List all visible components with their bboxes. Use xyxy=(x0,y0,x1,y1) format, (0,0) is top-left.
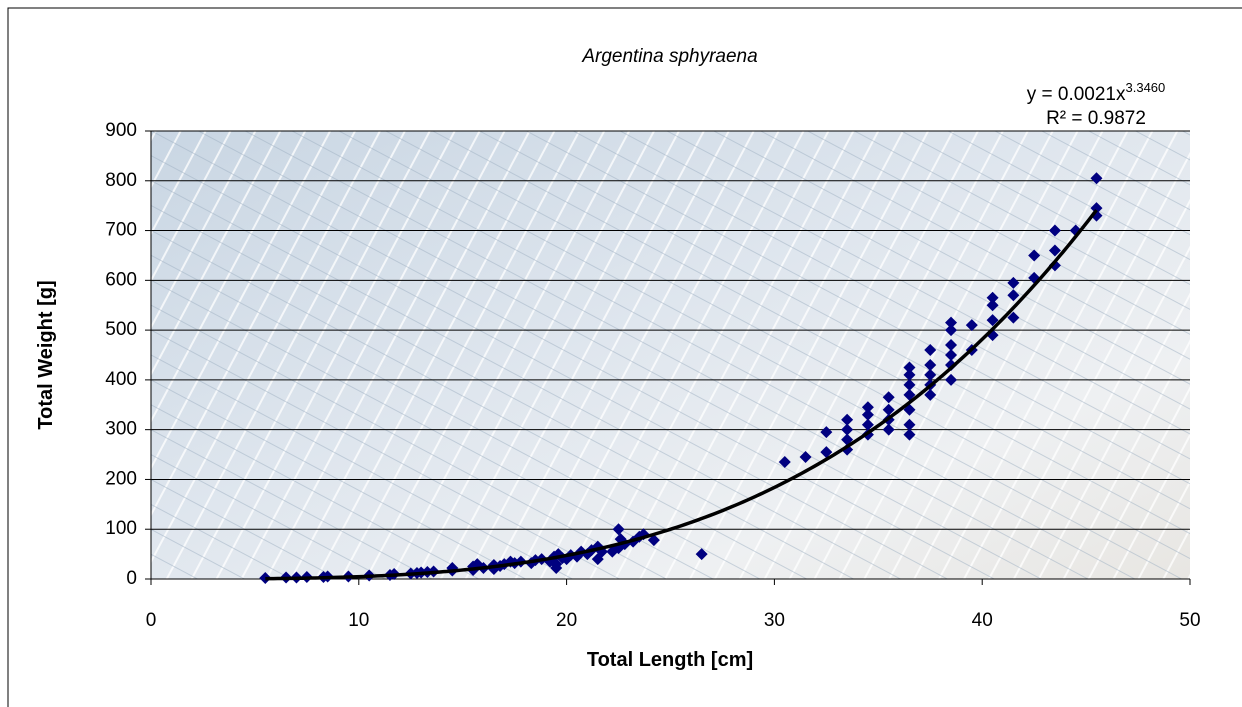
data-point xyxy=(1090,172,1103,185)
data-point xyxy=(799,451,812,464)
data-point xyxy=(841,423,854,436)
data-point xyxy=(861,418,874,431)
r-squared-value: 0.9872 xyxy=(1088,108,1146,129)
data-point xyxy=(945,324,958,337)
data-point xyxy=(882,391,895,404)
data-point xyxy=(945,373,958,386)
data-point xyxy=(903,378,916,391)
data-point xyxy=(1007,289,1020,302)
y-tick-label: 400 xyxy=(105,369,137,390)
y-tick-label: 600 xyxy=(105,269,137,290)
data-point xyxy=(924,358,937,371)
data-point xyxy=(820,426,833,439)
data-point xyxy=(695,548,708,561)
y-tick-label: 200 xyxy=(105,468,137,489)
data-point xyxy=(986,291,999,304)
data-point xyxy=(612,523,625,536)
y-tick-label: 300 xyxy=(105,419,137,440)
trendline xyxy=(265,208,1098,581)
x-tick-label: 20 xyxy=(556,610,577,631)
data-point xyxy=(945,339,958,352)
data-point xyxy=(924,388,937,401)
data-point xyxy=(945,316,958,329)
y-axis-label: Total Weight [g] xyxy=(35,280,57,429)
data-point xyxy=(903,361,916,374)
data-point xyxy=(550,558,563,571)
x-tick-label: 30 xyxy=(764,610,785,631)
data-point xyxy=(945,358,958,371)
x-tick-label: 50 xyxy=(1179,610,1200,631)
equation-coefficient: 0.0021 xyxy=(1058,84,1116,105)
plot-texture xyxy=(151,131,1190,579)
data-point xyxy=(778,456,791,469)
equation-prefix: y = xyxy=(1027,84,1058,105)
data-point xyxy=(986,314,999,327)
data-point xyxy=(965,319,978,332)
data-point xyxy=(1048,224,1061,237)
r-squared: R² = 0.9872 xyxy=(1046,108,1146,129)
data-point xyxy=(945,349,958,361)
data-point xyxy=(903,428,916,441)
chart-title: Argentina sphyraena xyxy=(581,46,757,67)
plot-background xyxy=(151,131,1190,579)
y-tick-label: 900 xyxy=(105,120,137,141)
data-point xyxy=(882,423,895,436)
data-point xyxy=(1028,249,1041,262)
data-point xyxy=(647,534,660,547)
x-axis-label: Total Length [cm] xyxy=(587,649,753,671)
y-tick-label: 700 xyxy=(105,220,137,241)
data-point xyxy=(924,368,937,381)
r-squared-prefix: R² = xyxy=(1046,108,1088,129)
trend-equation: y = 0.0021x3.3460 xyxy=(1027,80,1166,105)
data-point xyxy=(1048,244,1061,257)
y-tick-label: 500 xyxy=(105,319,137,340)
x-tick-label: 40 xyxy=(972,610,993,631)
data-point xyxy=(820,446,833,459)
data-point xyxy=(903,418,916,431)
y-tick-label: 800 xyxy=(105,170,137,191)
equation-exponent: 3.3460 xyxy=(1126,80,1166,95)
data-point xyxy=(861,401,874,414)
chart-border xyxy=(7,7,1242,707)
data-point xyxy=(882,403,895,416)
x-tick-label: 0 xyxy=(146,610,157,631)
data-point xyxy=(924,344,937,357)
data-point xyxy=(986,299,999,312)
data-point xyxy=(903,388,916,401)
data-point xyxy=(903,368,916,381)
data-point xyxy=(1007,276,1020,289)
data-point xyxy=(861,408,874,421)
data-point xyxy=(841,413,854,426)
x-tick-label: 10 xyxy=(348,610,369,631)
equation-variable: x xyxy=(1116,84,1126,105)
data-point xyxy=(1007,311,1020,324)
y-tick-label: 0 xyxy=(126,568,137,589)
y-tick-label: 100 xyxy=(105,518,137,539)
